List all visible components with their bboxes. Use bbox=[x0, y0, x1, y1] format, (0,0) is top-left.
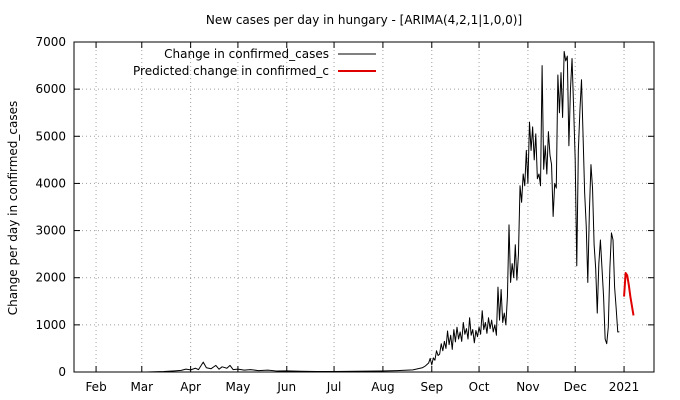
x-tick-label: Oct bbox=[469, 380, 490, 394]
legend-label: Change in confirmed_cases bbox=[164, 47, 329, 61]
x-tick-label: May bbox=[226, 380, 251, 394]
plot-frame bbox=[73, 41, 655, 373]
y-tick-label: 1000 bbox=[35, 318, 66, 332]
series-lines bbox=[146, 50, 635, 373]
x-tick-label: Feb bbox=[85, 380, 106, 394]
x-tick-label: Mar bbox=[130, 380, 153, 394]
y-tick-label: 5000 bbox=[35, 129, 66, 143]
series-line-confirmed-cases bbox=[146, 50, 620, 373]
x-tick-label: Sep bbox=[420, 380, 443, 394]
y-tick-label: 0 bbox=[58, 365, 66, 379]
series-line-predicted bbox=[623, 272, 635, 316]
x-tick-label: Aug bbox=[371, 380, 394, 394]
x-tick-label: Apr bbox=[180, 380, 201, 394]
x-tick-label: Dec bbox=[564, 380, 587, 394]
grid-lines bbox=[74, 42, 654, 372]
y-tick-label: 4000 bbox=[35, 176, 66, 190]
chart-title: New cases per day in hungary - [ARIMA(4,… bbox=[206, 13, 522, 27]
legend-label: Predicted change in confirmed_c bbox=[133, 64, 329, 78]
x-tick-label: 2021 bbox=[609, 380, 640, 394]
x-tick-label: Jul bbox=[326, 380, 341, 394]
y-tick-label: 2000 bbox=[35, 271, 66, 285]
x-tick-label: Jun bbox=[276, 380, 296, 394]
legend: Change in confirmed_cases Predicted chang… bbox=[133, 47, 376, 78]
y-tick-label: 6000 bbox=[35, 82, 66, 96]
y-axis-label: Change per day in confirmed_cases bbox=[6, 101, 20, 316]
y-tick-label: 7000 bbox=[35, 35, 66, 49]
axis-ticks: 0 1000 2000 3000 4000 5000 6000 7000 Feb Mar Apr Ma… bbox=[35, 35, 654, 394]
y-tick-label: 3000 bbox=[35, 224, 66, 238]
x-tick-label: Nov bbox=[516, 380, 539, 394]
